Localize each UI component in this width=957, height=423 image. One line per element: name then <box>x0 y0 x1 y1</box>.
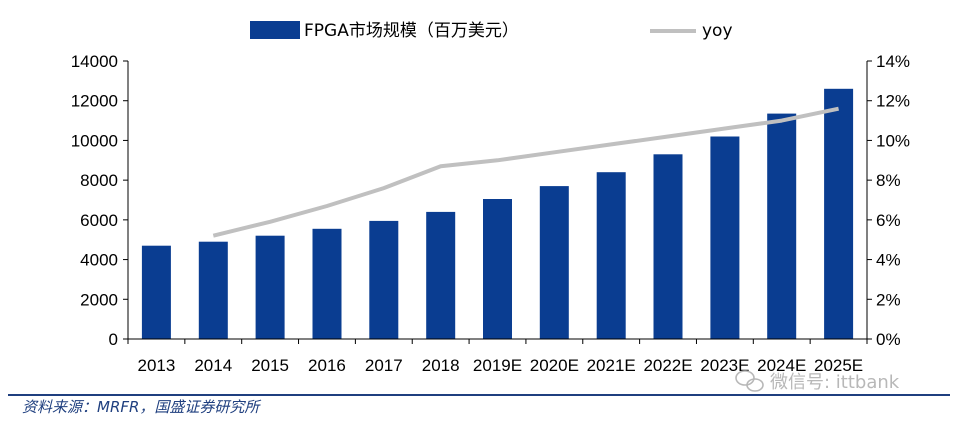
yoy-line-layer <box>212 106 840 238</box>
left-axis-tick-label: 6000 <box>80 211 118 230</box>
wechat-icon <box>735 370 764 392</box>
source-note: 资料来源：MRFR，国盛证券研究所 <box>22 398 261 416</box>
bar-2020E <box>539 186 569 339</box>
right-axis-tick-label: 12% <box>876 92 910 111</box>
bar-2022E <box>653 154 683 339</box>
legend-bar-label: FPGA市场规模（百万美元） <box>304 21 519 41</box>
right-axis-tick-label: 8% <box>876 171 901 190</box>
legend-bar-swatch <box>250 21 300 39</box>
x-axis-tick-label: 2024E <box>757 356 806 375</box>
right-axis-tick-label: 0% <box>876 330 901 349</box>
bar-2023E <box>710 136 740 339</box>
left-axis-tick-label: 10000 <box>71 131 118 150</box>
x-axis-tick-label: 2021E <box>587 356 636 375</box>
bar-2015 <box>255 235 285 339</box>
bar-2016 <box>312 228 342 339</box>
watermark-text: 微信号: ittbank <box>770 372 900 393</box>
tick-labels: 0 2000 4000 6000 8000 10000 12000 14000 0% 2% 4% 6%… <box>71 52 910 375</box>
x-axis-tick-label: 2014 <box>194 356 232 375</box>
bar-2024E <box>767 113 797 339</box>
bar-2018 <box>426 211 456 339</box>
legend: FPGA市场规模（百万美元） yoy <box>250 21 733 41</box>
left-axis-tick-label: 0 <box>109 330 118 349</box>
left-axis-tick-label: 14000 <box>71 52 118 71</box>
x-axis-tick-label: 2020E <box>530 356 579 375</box>
bar-2019E <box>483 199 512 339</box>
x-axis-tick-label: 2015 <box>251 356 289 375</box>
bar-2014 <box>198 241 228 339</box>
bar-2017 <box>369 220 399 339</box>
right-axis-tick-label: 2% <box>876 290 901 309</box>
left-axis-tick-label: 8000 <box>80 171 118 190</box>
x-axis-tick-label: 2019E <box>473 356 522 375</box>
left-axis-tick-label: 2000 <box>80 290 118 309</box>
left-axis-tick-label: 4000 <box>80 251 118 270</box>
watermark: 微信号: ittbank <box>735 370 900 393</box>
bar-2021E <box>596 172 626 339</box>
bars <box>141 88 854 339</box>
yoy-line <box>212 106 840 238</box>
right-axis-tick-label: 6% <box>876 211 901 230</box>
right-axis-tick-label: 14% <box>876 52 910 71</box>
right-axis-tick-label: 10% <box>876 131 910 150</box>
x-axis-tick-label: 2013 <box>138 356 176 375</box>
bar-2013 <box>141 245 171 339</box>
x-axis-tick-label: 2022E <box>643 356 692 375</box>
bar-2025E <box>824 88 854 339</box>
legend-line-label: yoy <box>702 21 733 41</box>
left-axis-tick-label: 12000 <box>71 92 118 111</box>
x-axis-tick-label: 2023E <box>700 356 749 375</box>
x-axis-tick-label: 2016 <box>308 356 346 375</box>
x-axis-tick-label: 2018 <box>422 356 460 375</box>
x-axis-tick-label: 2025E <box>814 356 863 375</box>
x-axis-tick-label: 2017 <box>365 356 403 375</box>
axes <box>123 60 872 344</box>
right-axis-tick-label: 4% <box>876 251 901 270</box>
